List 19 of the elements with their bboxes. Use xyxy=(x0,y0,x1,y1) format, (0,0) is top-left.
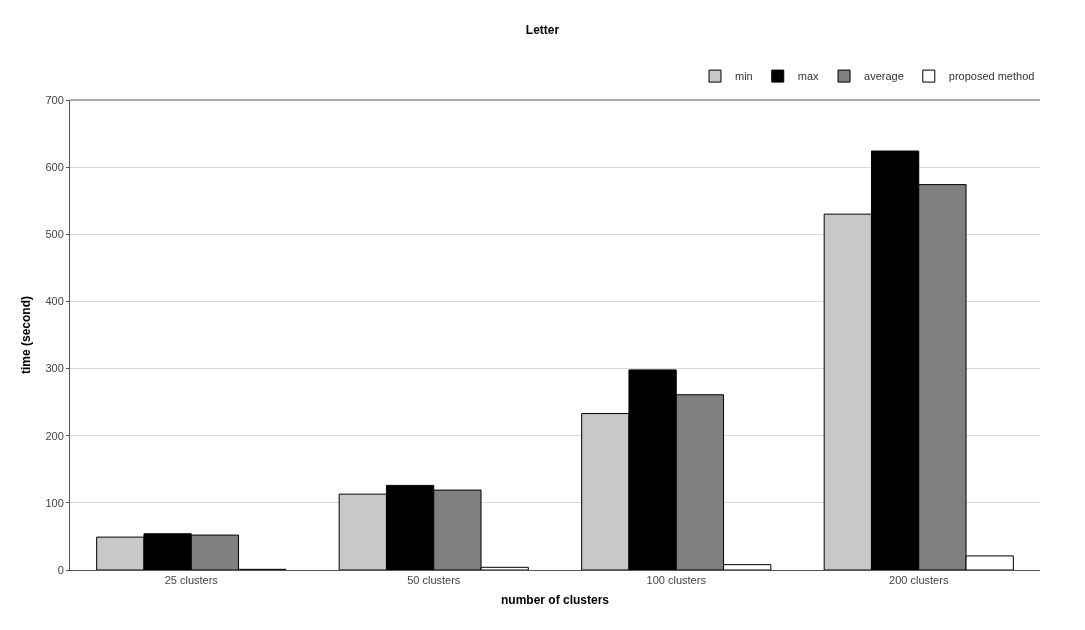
y-tick-label: 500 xyxy=(45,228,64,241)
y-tick-label: 0 xyxy=(57,563,64,576)
legend-label: proposed method xyxy=(948,70,1035,83)
x-tick-label: 25 clusters xyxy=(164,574,219,587)
y-tick-label: 700 xyxy=(45,93,64,106)
y-axis-title: time (second) xyxy=(18,295,33,375)
y-tick-label: 400 xyxy=(45,295,64,308)
chart-title: Letter xyxy=(525,22,560,37)
x-tick-label: 50 clusters xyxy=(407,574,461,587)
y-tick-label: 300 xyxy=(45,362,64,375)
y-tick-label: 600 xyxy=(45,160,64,173)
legend-label: average xyxy=(864,70,904,83)
x-tick-label: 200 clusters xyxy=(889,574,949,587)
legend-label: max xyxy=(797,70,820,83)
x-axis-title: number of clusters xyxy=(500,593,610,608)
x-tick-label: 100 clusters xyxy=(646,574,707,587)
legend-label: min xyxy=(735,70,753,83)
y-tick-label: 200 xyxy=(45,429,64,442)
y-tick-label: 100 xyxy=(45,496,64,509)
